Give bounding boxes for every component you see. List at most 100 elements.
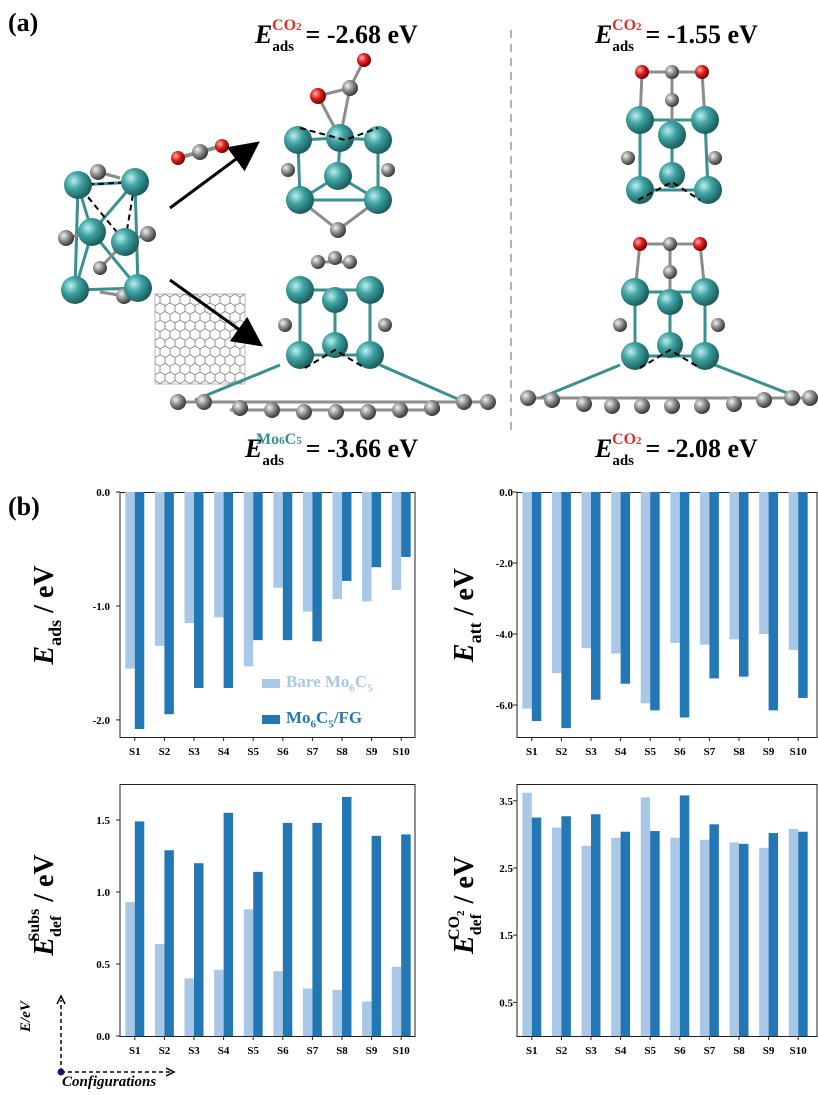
- bar-fg-S10: [798, 492, 808, 698]
- bar-bare-S1: [125, 492, 135, 669]
- bar-bare-S7: [699, 492, 710, 645]
- bar-bare-S10: [391, 492, 402, 590]
- x-tick-label-S1: S1: [129, 746, 141, 758]
- bar-fg-S4: [223, 812, 234, 1036]
- ylabel-edef-co2: EdefCO2 / eV: [446, 856, 485, 955]
- bar-bare-S2: [154, 492, 165, 646]
- panel-b-label: (b): [8, 492, 40, 521]
- legend-item-fg: Mo6C5/FG: [262, 708, 373, 731]
- bar-fg-S1: [134, 821, 145, 1036]
- bar-fg-S8: [739, 843, 749, 1036]
- bar-fg-S5: [650, 831, 660, 1036]
- y-tick-label: -2.0: [93, 715, 111, 727]
- bar-bare-S3: [581, 845, 591, 1036]
- bar-bare-S8: [729, 842, 739, 1036]
- bar-fg-S10: [401, 492, 411, 557]
- x-tick-label-S3: S3: [188, 1045, 200, 1057]
- structures-illustration: [58, 30, 818, 430]
- x-tick-label-S7: S7: [307, 746, 319, 758]
- bar-bare-S6: [670, 492, 680, 643]
- x-tick-label-S10: S10: [790, 1045, 808, 1057]
- x-tick-label-S9: S9: [366, 746, 378, 758]
- y-tick-label: 2.5: [499, 863, 513, 875]
- x-tick-label-S8: S8: [733, 746, 745, 758]
- bar-bare-S9: [362, 1001, 372, 1036]
- bar-bare-S4: [611, 492, 621, 654]
- y-tick-label: -2.0: [496, 558, 514, 570]
- x-tick-label-S7: S7: [704, 1045, 716, 1057]
- x-tick-label-S6: S6: [277, 1045, 289, 1057]
- x-tick-label-S3: S3: [585, 746, 597, 758]
- x-tick-label-S5: S5: [644, 746, 656, 758]
- x-tick-label-S1: S1: [526, 1045, 538, 1057]
- chart-eads: S1 S2 S3 S4 S5 S6 S7 S8 S9 S10 0.0 -1.0 -2.0: [93, 487, 416, 758]
- bar-fg-S2: [561, 492, 571, 729]
- graphene-thumbnail: [154, 293, 246, 385]
- bar-fg-S5: [253, 492, 263, 641]
- legend: Bare Mo6C5 Mo6C5/FG: [262, 672, 373, 731]
- bar-bare-S6: [273, 492, 283, 588]
- bar-fg-S1: [531, 492, 542, 722]
- x-tick-label-S9: S9: [366, 1045, 378, 1057]
- bar-fg-S1: [134, 492, 145, 730]
- bar-bare-S5: [640, 797, 651, 1036]
- bar-bare-S3: [581, 492, 591, 649]
- bar-fg-S9: [371, 835, 382, 1036]
- bar-bare-S8: [729, 492, 739, 640]
- cluster-on-graphene: [170, 251, 496, 420]
- bar-fg-S3: [591, 814, 601, 1036]
- bar-bare-S4: [611, 837, 621, 1036]
- arrow-to-co2-adsorbed: [169, 141, 260, 210]
- y-tick-label: 0.0: [499, 487, 513, 499]
- x-tick-label-S7: S7: [704, 746, 716, 758]
- co2-on-bare-cluster: [281, 53, 395, 238]
- bar-bare-S5: [243, 909, 254, 1036]
- bar-bare-S8: [332, 492, 342, 600]
- bar-fg-S3: [194, 863, 204, 1036]
- bar-fg-S10: [401, 834, 411, 1036]
- bar-fg-S8: [342, 492, 352, 581]
- chart-edef-subs: S1 S2 S3 S4 S5 S6 S7 S8 S9 S10 0.0 0.5 1.0 1.5: [96, 784, 416, 1057]
- y-tick-label: 0.5: [96, 959, 110, 971]
- x-tick-label-S10: S10: [393, 1045, 411, 1057]
- legend-item-bare: Bare Mo6C5: [262, 672, 373, 694]
- bar-bare-S1: [125, 902, 135, 1036]
- axes-hint: [56, 994, 176, 1077]
- arrow-to-supported-cluster: [169, 278, 263, 347]
- bar-fg-S3: [591, 492, 601, 700]
- bar-fg-S4: [620, 831, 631, 1036]
- x-tick-label-S10: S10: [790, 746, 808, 758]
- bar-fg-S9: [768, 833, 779, 1036]
- bar-fg-S5: [650, 492, 660, 711]
- x-tick-label-S7: S7: [307, 1045, 319, 1057]
- x-tick-label-S2: S2: [159, 746, 171, 758]
- legend-swatch-fg: [262, 715, 280, 725]
- co2-molecule: [171, 139, 229, 165]
- x-tick-label-S5: S5: [247, 746, 259, 758]
- bar-bare-S2: [154, 943, 165, 1036]
- x-tick-label-S3: S3: [585, 1045, 597, 1057]
- x-tick-label-S8: S8: [336, 746, 348, 758]
- y-tick-label: 1.5: [96, 815, 110, 827]
- x-tick-label-S8: S8: [336, 1045, 348, 1057]
- bar-bare-S3: [184, 978, 194, 1036]
- bar-bare-S3: [184, 492, 194, 624]
- x-tick-label-S6: S6: [674, 1045, 686, 1057]
- x-tick-label-S6: S6: [277, 746, 289, 758]
- plot-frame: [119, 784, 416, 1037]
- plot-frame: [119, 492, 416, 738]
- bar-fg-S2: [561, 816, 571, 1036]
- ylabel-eads: Eads / eV: [29, 565, 65, 665]
- x-tick-label-S4: S4: [615, 1045, 627, 1057]
- legend-swatch-bare: [262, 678, 280, 688]
- x-tick-label-S4: S4: [218, 746, 230, 758]
- bar-bare-S4: [214, 492, 224, 618]
- bar-bare-S9: [362, 492, 372, 602]
- energy-label-top-left: EadsCO2 = -2.68 eV: [255, 17, 418, 55]
- bar-bare-S2: [551, 492, 562, 674]
- bar-bare-S6: [273, 971, 283, 1036]
- bar-fg-S4: [223, 492, 234, 688]
- bar-bare-S10: [391, 966, 402, 1036]
- bar-fg-S7: [312, 492, 322, 642]
- plot-frame: [516, 784, 818, 1037]
